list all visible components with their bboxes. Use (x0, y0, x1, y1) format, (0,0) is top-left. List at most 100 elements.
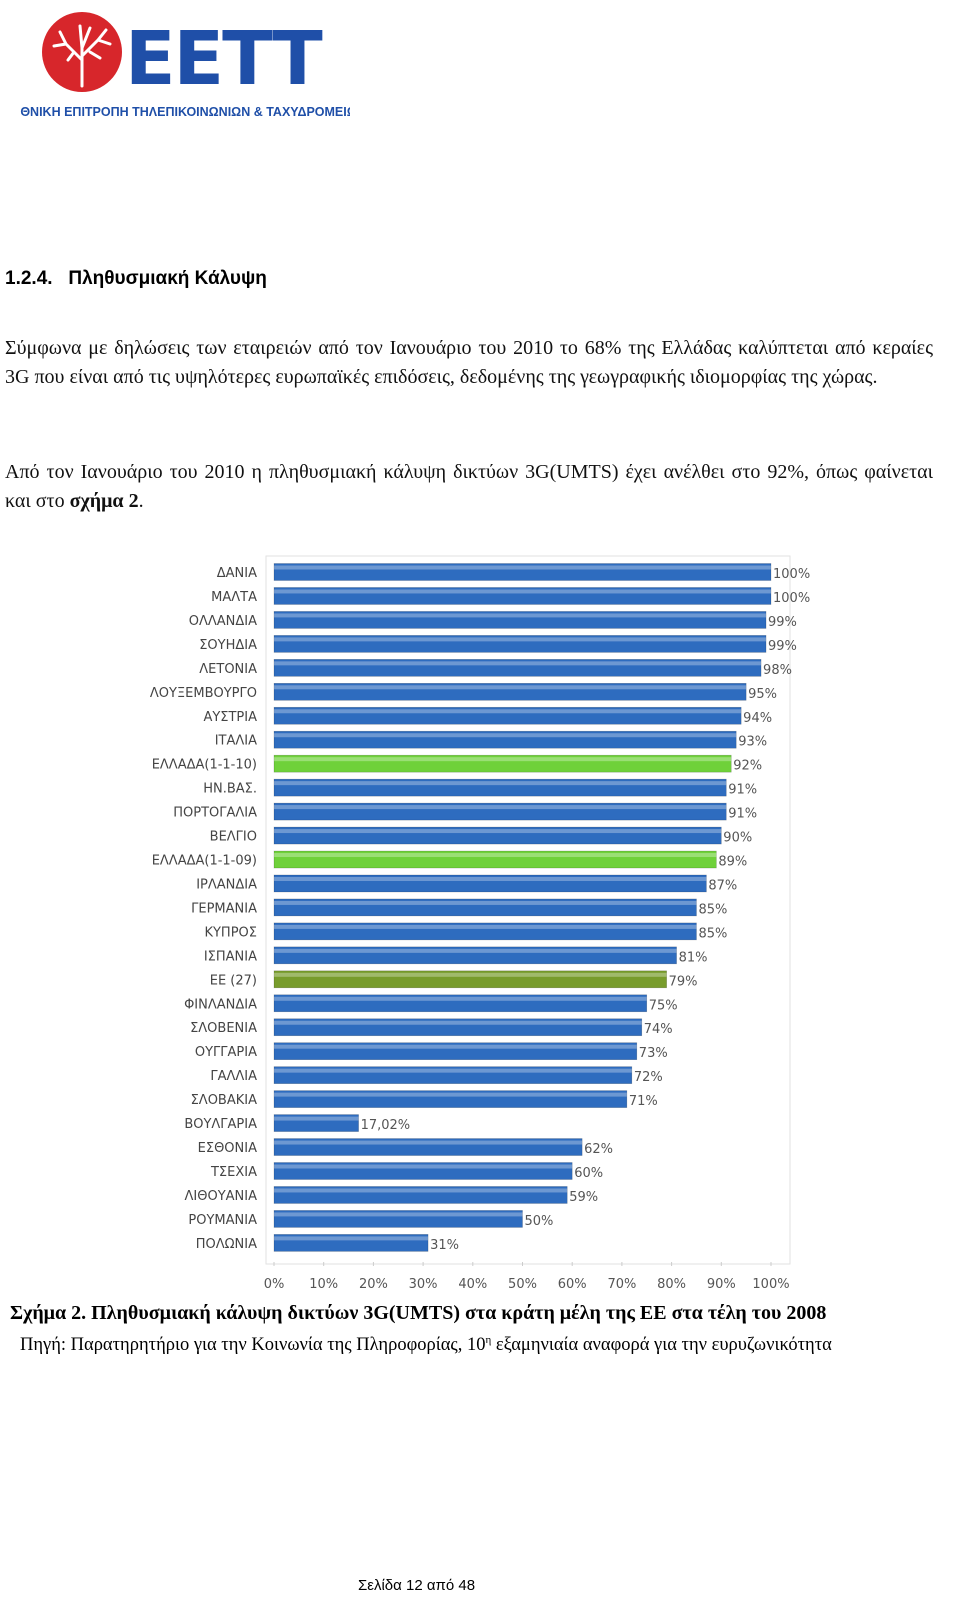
value-label: 100% (773, 567, 810, 582)
bar-highlight (274, 1020, 642, 1025)
bar (273, 898, 697, 917)
x-tick-label: 0% (264, 1277, 285, 1292)
y-tick-label: ΙΣΠΑΝΙΑ (204, 949, 257, 964)
bar (273, 778, 727, 797)
bar (273, 970, 667, 989)
bar (273, 635, 767, 653)
bar (273, 1210, 523, 1228)
y-tick-label: ΣΛΟΒΕΝΙΑ (190, 1021, 257, 1036)
bar (273, 1186, 568, 1204)
value-label: 99% (768, 639, 797, 654)
y-tick-label: ΣΛΟΒΑΚΙΑ (191, 1093, 258, 1108)
bar (273, 994, 648, 1013)
text: Πηγή: Παρατηρητήριο για την Κοινωνία της… (20, 1335, 486, 1356)
bar-highlight (274, 589, 771, 594)
logo-text: EETT (125, 16, 323, 102)
y-tick-label: ΓΑΛΛΙΑ (210, 1069, 257, 1084)
caption: Σχήμα 2. Πληθυσμιακή κάλυψη δικτύων 3G(U… (10, 1302, 827, 1324)
x-tick-label: 90% (707, 1277, 736, 1292)
y-tick-label: ΣΟΥΗΔΙΑ (199, 638, 257, 653)
bar-highlight (274, 829, 722, 834)
y-tick-label: ΠΟΛΩΝΙΑ (196, 1237, 257, 1252)
y-tick-label: ΚΥΠΡΟΣ (204, 925, 257, 940)
logo-tree (52, 24, 112, 88)
bar-highlight (274, 1236, 429, 1241)
bar-highlight (274, 757, 732, 762)
paragraph: Σύμφωνα με δηλώσεις των εταιρειών από το… (5, 334, 933, 392)
x-tick-label: 100% (752, 1277, 789, 1292)
plot-frame (265, 555, 791, 1265)
y-tick-label: ΛΕΤΟΝΙΑ (199, 662, 257, 677)
value-label: 59% (569, 1190, 598, 1205)
section-title: Πληθυσμιακή Κάλυψη (68, 268, 267, 289)
value-label: 81% (679, 950, 708, 965)
bar-highlight (274, 613, 767, 618)
y-tick-label: ΜΑΛΤΑ (211, 590, 257, 605)
bar (273, 730, 737, 749)
value-label: 91% (728, 783, 757, 798)
bar (273, 1090, 628, 1108)
bar-highlight (274, 805, 727, 810)
bar (273, 850, 717, 869)
paragraph: Από τον Ιανουάριο του 2010 η πληθυσμιακή… (5, 458, 933, 516)
bar (273, 754, 732, 773)
bar-highlight (274, 853, 717, 858)
bar-highlight (274, 996, 647, 1001)
value-label: 85% (698, 926, 727, 941)
y-tick-label: ΛΙΘΟΥΑΝΙΑ (185, 1189, 258, 1204)
source: Πηγή: Παρατηρητήριο για την Κοινωνία της… (20, 1334, 832, 1356)
value-label: 62% (584, 1142, 613, 1157)
bar-highlight (274, 1188, 568, 1193)
value-label: 98% (763, 663, 792, 678)
bar (273, 1138, 583, 1156)
value-label: 31% (430, 1238, 459, 1253)
logo: EETT ΕΘΝΙΚΗ ΕΠΙΤΡΟΠΗ ΤΗΛΕΠΙΚΟΙΝΩΝΙΩΝ & Τ… (20, 12, 350, 119)
bar (273, 1018, 643, 1037)
y-tick-label: ΙΤΑΛΙΑ (215, 734, 257, 749)
value-label: 93% (738, 735, 767, 750)
y-tick-label: ΒΟΥΛΓΑΡΙΑ (184, 1117, 257, 1132)
x-tick-label: 70% (607, 1277, 636, 1292)
value-label: 60% (574, 1166, 603, 1181)
value-label: 99% (768, 615, 797, 630)
bar-highlight (274, 1212, 523, 1217)
value-label: 72% (634, 1070, 663, 1085)
page-footer: Σελίδα 12 από 48 (358, 1577, 476, 1594)
bar-highlight (274, 685, 747, 690)
value-label: 95% (748, 687, 777, 702)
x-tick-label: 20% (359, 1277, 388, 1292)
value-label: 79% (669, 974, 698, 989)
value-label: 87% (708, 878, 737, 893)
value-label: 50% (525, 1214, 554, 1229)
value-label: 92% (733, 759, 762, 774)
y-tick-label: ΤΣΕΧΙΑ (210, 1165, 257, 1180)
section-number: 1.2.4. (5, 268, 53, 289)
bar (273, 1114, 359, 1132)
bar-highlight (274, 1116, 359, 1121)
bar (273, 682, 747, 701)
value-label: 74% (644, 1022, 673, 1037)
section-heading: 1.2.4. Πληθυσμιακή Κάλυψη (5, 268, 267, 290)
y-tick-label: ΙΡΛΑΝΔΙΑ (196, 877, 257, 892)
x-tick-label: 80% (657, 1277, 686, 1292)
value-label: 94% (743, 711, 772, 726)
bar-highlight (274, 1164, 573, 1169)
y-tick-label: ΦΙΝΛΑΝΔΙΑ (184, 997, 257, 1012)
value-label: 89% (718, 855, 747, 870)
y-tick-label: ΠΟΡΤΟΓΑΛΙΑ (173, 806, 257, 821)
bar (273, 802, 727, 821)
bar-highlight (274, 565, 771, 570)
value-label: 75% (649, 998, 678, 1013)
bar-highlight (274, 972, 667, 977)
text: . (138, 490, 144, 512)
y-tick-label: ΗΝ.ΒΑΣ. (203, 782, 257, 797)
bar-highlight (274, 781, 727, 786)
y-tick-label: ΓΕΡΜΑΝΙΑ (191, 901, 257, 916)
superscript: η (485, 1334, 492, 1346)
bar (273, 874, 707, 893)
bar (273, 1042, 638, 1060)
x-tick-label: 60% (558, 1277, 587, 1292)
bar-highlight (274, 924, 697, 929)
y-tick-label: ΟΥΓΓΑΡΙΑ (195, 1045, 257, 1060)
